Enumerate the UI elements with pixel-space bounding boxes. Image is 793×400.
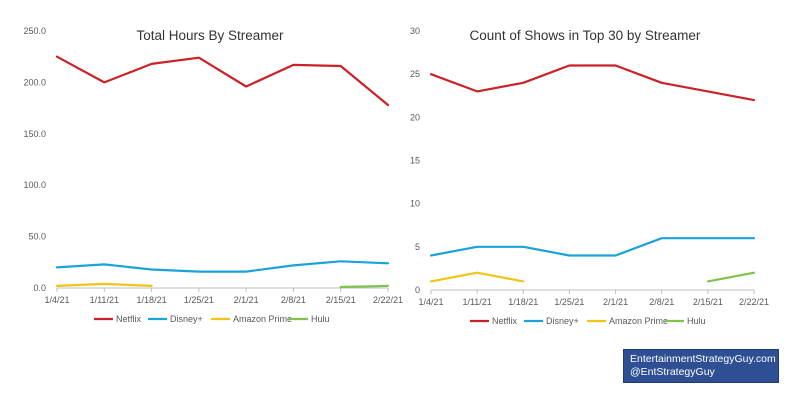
chart1-series-hulu-line [339, 284, 390, 289]
chart2-series-disney-line [429, 237, 756, 257]
chart2-ytick-label: 15 [410, 156, 420, 166]
chart1-legend-label-amazon-prime: Amazon Prime [233, 314, 292, 324]
chart1-title: Total Hours By Streamer [136, 28, 284, 43]
chart2-xtick-label: 1/18/21 [508, 297, 538, 307]
chart2-legend-label-netflix: Netflix [492, 316, 518, 326]
chart1-xtick-label: 2/8/21 [281, 295, 306, 305]
chart1-series-amazon-prime-line [55, 282, 153, 287]
chart2-xtick-label: 2/22/21 [739, 297, 769, 307]
chart2-series-amazon-prime-line [429, 271, 525, 283]
chart1-legend-label-netflix: Netflix [116, 314, 142, 324]
chart2-ytick-label: 25 [410, 69, 420, 79]
chart2-xtick-label: 1/4/21 [418, 297, 443, 307]
chart1-ytick-label: 200.0 [23, 77, 46, 87]
chart2-ytick-label: 30 [410, 26, 420, 36]
chart2-xtick-label: 1/11/21 [462, 297, 491, 307]
chart2-legend-label-disney: Disney+ [546, 316, 579, 326]
chart2-xtick-label: 2/15/21 [693, 297, 723, 307]
chart1-xtick-label: 2/1/21 [234, 295, 259, 305]
chart2-xtick-label: 1/25/21 [554, 297, 584, 307]
chart1-ytick-label: 0.0 [33, 283, 46, 293]
chart2-series-netflix-line [429, 64, 756, 102]
chart2-ytick-label: 5 [415, 242, 420, 252]
chart1-xtick-label: 1/4/21 [44, 295, 69, 305]
chart1-series-netflix-line [55, 55, 390, 107]
chart1-xtick-label: 1/25/21 [184, 295, 214, 305]
chart2-ytick-label: 0 [415, 285, 420, 295]
chart2-ytick-label: 10 [410, 199, 420, 209]
chart1-ytick-label: 50.0 [28, 232, 46, 242]
watermark-box: EntertainmentStrategyGuy.com @EntStrateg… [623, 349, 779, 383]
chart1-xtick-label: 2/22/21 [373, 295, 403, 305]
chart1-ytick-label: 100.0 [23, 180, 46, 190]
chart1-xtick-label: 1/11/21 [90, 295, 119, 305]
watermark-handle: @EntStrategyGuy [630, 366, 715, 378]
chart2-title: Count of Shows in Top 30 by Streamer [470, 28, 701, 43]
chart2-legend-label-hulu: Hulu [687, 316, 706, 326]
chart1-series-disney-line [55, 260, 390, 273]
chart1-xtick-label: 1/18/21 [137, 295, 167, 305]
chart2-xtick-label: 2/1/21 [603, 297, 628, 307]
watermark-website: EntertainmentStrategyGuy.com [630, 353, 776, 365]
chart1-legend-label-hulu: Hulu [311, 314, 330, 324]
chart2-legend-label-amazon-prime: Amazon Prime [609, 316, 668, 326]
chart2-ytick-label: 20 [410, 112, 420, 122]
chart1-ytick-label: 150.0 [23, 129, 46, 139]
chart2-xtick-label: 2/8/21 [649, 297, 674, 307]
chart1-ytick-label: 250.0 [23, 26, 46, 36]
chart1-xtick-label: 2/15/21 [326, 295, 356, 305]
chart1-legend-label-disney: Disney+ [170, 314, 203, 324]
chart2-series-hulu-line [706, 271, 756, 283]
